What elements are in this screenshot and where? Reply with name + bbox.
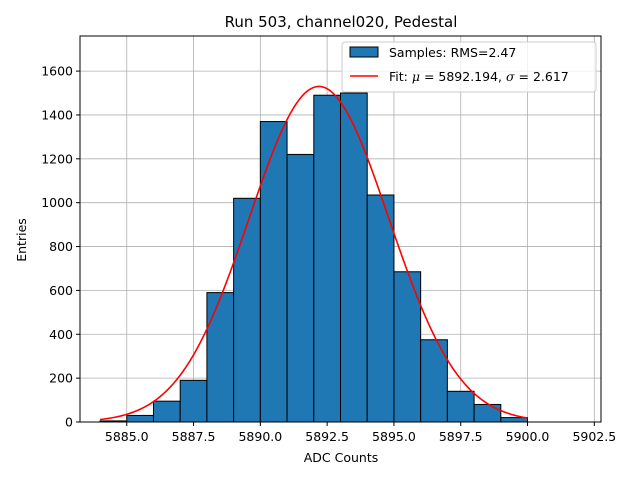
x-tick-label: 5887.5 — [172, 429, 216, 444]
x-tick-label: 5895.0 — [372, 429, 416, 444]
histogram-bar — [126, 414, 154, 423]
histogram-bar — [206, 292, 235, 423]
y-tick-label: 1400 — [41, 107, 73, 122]
histogram-bar — [233, 197, 261, 423]
y-tick-label: 400 — [49, 327, 73, 342]
histogram-bar — [286, 153, 315, 423]
fit-curve — [99, 85, 528, 421]
mu-value: = 5892.194, — [420, 69, 506, 84]
x-tick-label: 5900.0 — [506, 429, 550, 444]
mu-symbol: μ — [412, 69, 420, 84]
histogram-bar — [500, 417, 529, 423]
axes-frame — [79, 35, 602, 423]
histogram-bar — [366, 194, 395, 423]
histogram-bar — [152, 400, 181, 423]
y-tick-label: 1200 — [41, 151, 73, 166]
x-axis-label: ADC Counts — [304, 450, 379, 465]
histogram-bar — [446, 390, 475, 423]
chart-title: Run 503, channel020, Pedestal — [225, 13, 458, 31]
histogram-bars — [99, 92, 529, 423]
x-tick-label: 5892.5 — [305, 429, 349, 444]
x-axis-ticks: 5885.0 5887.5 5890.0 5892.5 5895.0 5897.5 5900… — [105, 422, 616, 444]
sigma-symbol: σ — [506, 69, 515, 84]
legend-box — [341, 41, 597, 93]
x-tick-label: 5902.5 — [572, 429, 616, 444]
y-tick-label: 1000 — [41, 195, 73, 210]
plot-area — [79, 35, 602, 423]
histogram-bar — [259, 121, 288, 423]
x-tick-label: 5890.0 — [238, 429, 282, 444]
y-tick-label: 600 — [49, 283, 73, 298]
fit-label-prefix: Fit: — [389, 69, 412, 84]
y-axis-label: Entries — [14, 218, 29, 262]
y-tick-label: 1600 — [41, 64, 73, 79]
legend-label-fit: Fit: μ = 5892.194, σ = 2.617 — [389, 69, 569, 84]
histogram-bar — [313, 94, 341, 423]
y-tick-label: 200 — [49, 371, 73, 386]
legend-swatch-samples — [349, 46, 379, 58]
y-axis-ticks: 0 200 400 600 800 1000 1200 1400 1600 — [41, 64, 80, 430]
sigma-value: = 2.617 — [515, 69, 569, 84]
histogram-bar — [473, 403, 502, 423]
legend-label-samples: Samples: RMS=2.47 — [389, 45, 516, 60]
y-tick-label: 800 — [49, 239, 73, 254]
x-tick-label: 5885.0 — [105, 429, 149, 444]
x-tick-label: 5897.5 — [439, 429, 483, 444]
y-tick-label: 0 — [65, 415, 73, 430]
legend: Samples: RMS=2.47 Fit: μ = 5892.194, σ =… — [341, 41, 597, 93]
histogram-bar — [179, 379, 208, 423]
histogram-bar — [340, 92, 368, 423]
